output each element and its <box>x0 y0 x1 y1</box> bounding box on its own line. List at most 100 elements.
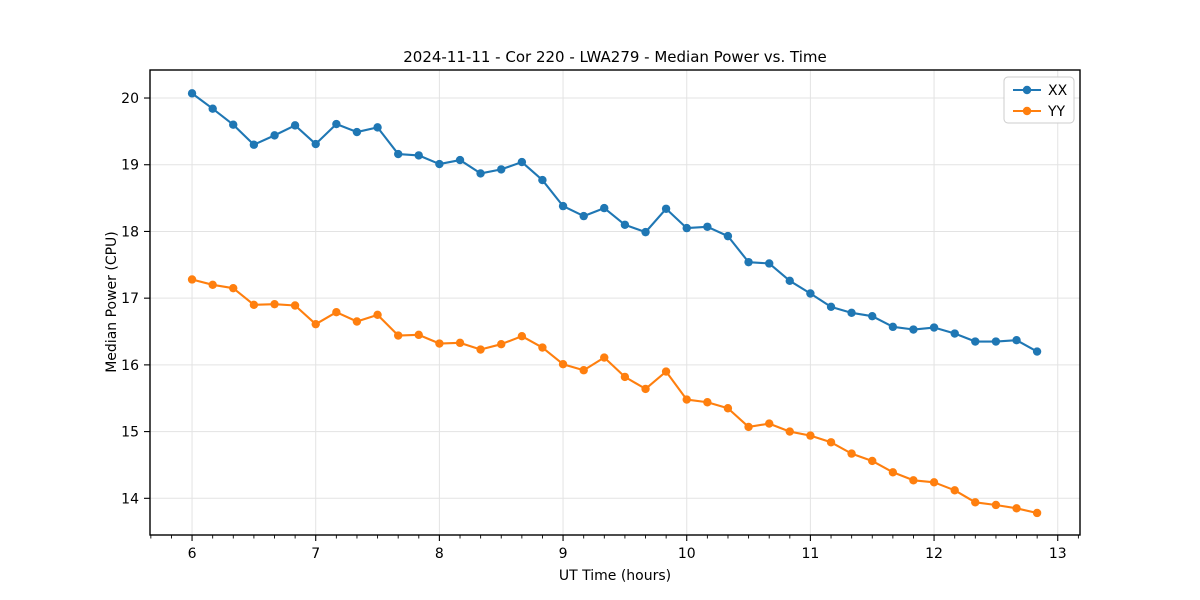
data-point-XX <box>187 89 197 98</box>
data-point-XX <box>455 155 465 165</box>
data-point-YY <box>929 478 939 487</box>
data-point-YY <box>187 275 197 284</box>
data-point-XX <box>847 308 856 318</box>
series-line-XX <box>191 92 1038 353</box>
legend: XX YY <box>1003 76 1075 124</box>
data-point-XX <box>394 149 403 159</box>
data-point-XX <box>414 151 423 160</box>
y-tick-label: 16 <box>121 358 139 374</box>
x-tick-label: 13 <box>1049 546 1067 562</box>
data-point-YY <box>909 476 918 485</box>
data-point-XX <box>435 159 444 169</box>
y-tick-label: 20 <box>121 91 139 107</box>
plot-border <box>149 69 1081 536</box>
x-tick-label: 11 <box>801 546 819 562</box>
data-point-YY <box>703 398 712 407</box>
data-point-XX <box>785 276 794 286</box>
data-point-XX <box>971 337 980 346</box>
data-point-YY <box>476 345 485 354</box>
data-point-XX <box>868 311 877 321</box>
x-axis-label: UT Time (hours) <box>558 568 672 584</box>
data-point-XX <box>765 259 774 268</box>
data-point-YY <box>579 366 588 375</box>
legend-marker-sample <box>1022 106 1032 116</box>
data-point-XX <box>723 231 733 241</box>
data-point-YY <box>373 310 382 320</box>
data-point-YY <box>682 395 691 404</box>
y-tick-label: 17 <box>121 291 139 307</box>
data-point-YY <box>744 422 753 432</box>
data-point-YY <box>208 280 217 290</box>
x-tick-label: 12 <box>925 546 943 562</box>
data-point-XX <box>249 140 259 149</box>
series-XX <box>187 89 1042 356</box>
data-point-YY <box>765 419 774 428</box>
data-point-XX <box>806 289 815 298</box>
data-point-XX <box>641 227 650 237</box>
x-tick-label: 9 <box>559 546 568 562</box>
data-point-XX <box>558 201 568 211</box>
data-point-XX <box>929 323 939 332</box>
axis-ticks: 6 7 8 9 10 11 12 13 14 15 16 17 18 19 20 <box>121 91 1079 562</box>
data-point-XX <box>497 165 506 174</box>
data-point-XX <box>826 302 836 312</box>
data-point-YY <box>641 384 650 394</box>
data-point-YY <box>826 438 836 447</box>
data-point-XX <box>888 322 898 332</box>
data-point-XX <box>909 325 918 334</box>
data-point-YY <box>497 340 506 349</box>
data-point-XX <box>1032 347 1042 356</box>
data-point-XX <box>373 123 382 132</box>
y-tick-label: 19 <box>121 158 139 174</box>
x-tick-label: 10 <box>678 546 696 562</box>
data-point-XX <box>332 119 341 129</box>
data-point-XX <box>1012 335 1021 345</box>
data-point-YY <box>311 319 320 329</box>
data-point-YY <box>435 339 444 348</box>
data-point-YY <box>558 360 568 369</box>
data-point-YY <box>1012 504 1021 513</box>
data-point-YY <box>600 353 609 362</box>
data-point-YY <box>352 317 362 326</box>
data-point-YY <box>270 299 279 309</box>
data-point-XX <box>208 104 217 113</box>
data-point-XX <box>290 121 300 130</box>
data-point-YY <box>868 456 877 466</box>
legend-marker-sample <box>1022 85 1032 95</box>
data-point-XX <box>538 175 547 185</box>
data-point-XX <box>682 223 691 233</box>
data-point-XX <box>579 211 588 221</box>
series-YY <box>187 275 1042 518</box>
data-point-XX <box>661 204 671 213</box>
data-point-YY <box>414 330 423 340</box>
y-tick-label: 14 <box>121 491 139 507</box>
data-point-XX <box>476 169 485 178</box>
data-point-YY <box>950 486 959 495</box>
data-point-YY <box>806 431 815 440</box>
data-point-YY <box>723 404 733 413</box>
x-tick-label: 8 <box>435 546 444 562</box>
data-point-XX <box>703 222 712 231</box>
data-point-XX <box>991 337 1001 346</box>
data-point-YY <box>394 331 403 340</box>
data-point-XX <box>950 329 959 338</box>
legend-label-XX: XX <box>1048 83 1068 99</box>
data-point-YY <box>971 498 980 507</box>
data-point-YY <box>290 301 300 310</box>
x-tick-label: 6 <box>188 546 197 562</box>
data-point-YY <box>249 300 259 310</box>
data-point-YY <box>332 307 341 317</box>
data-point-YY <box>538 343 547 352</box>
y-tick-label: 18 <box>121 224 139 240</box>
data-point-YY <box>888 468 898 477</box>
legend-label-YY: YY <box>1047 104 1066 120</box>
data-point-YY <box>229 283 238 293</box>
data-point-YY <box>991 500 1001 510</box>
data-point-XX <box>311 139 320 149</box>
data-point-YY <box>517 331 527 341</box>
chart-title: 2024-11-11 - Cor 220 - LWA279 - Median P… <box>403 48 827 66</box>
data-point-XX <box>620 220 630 229</box>
y-tick-label: 15 <box>121 425 139 441</box>
